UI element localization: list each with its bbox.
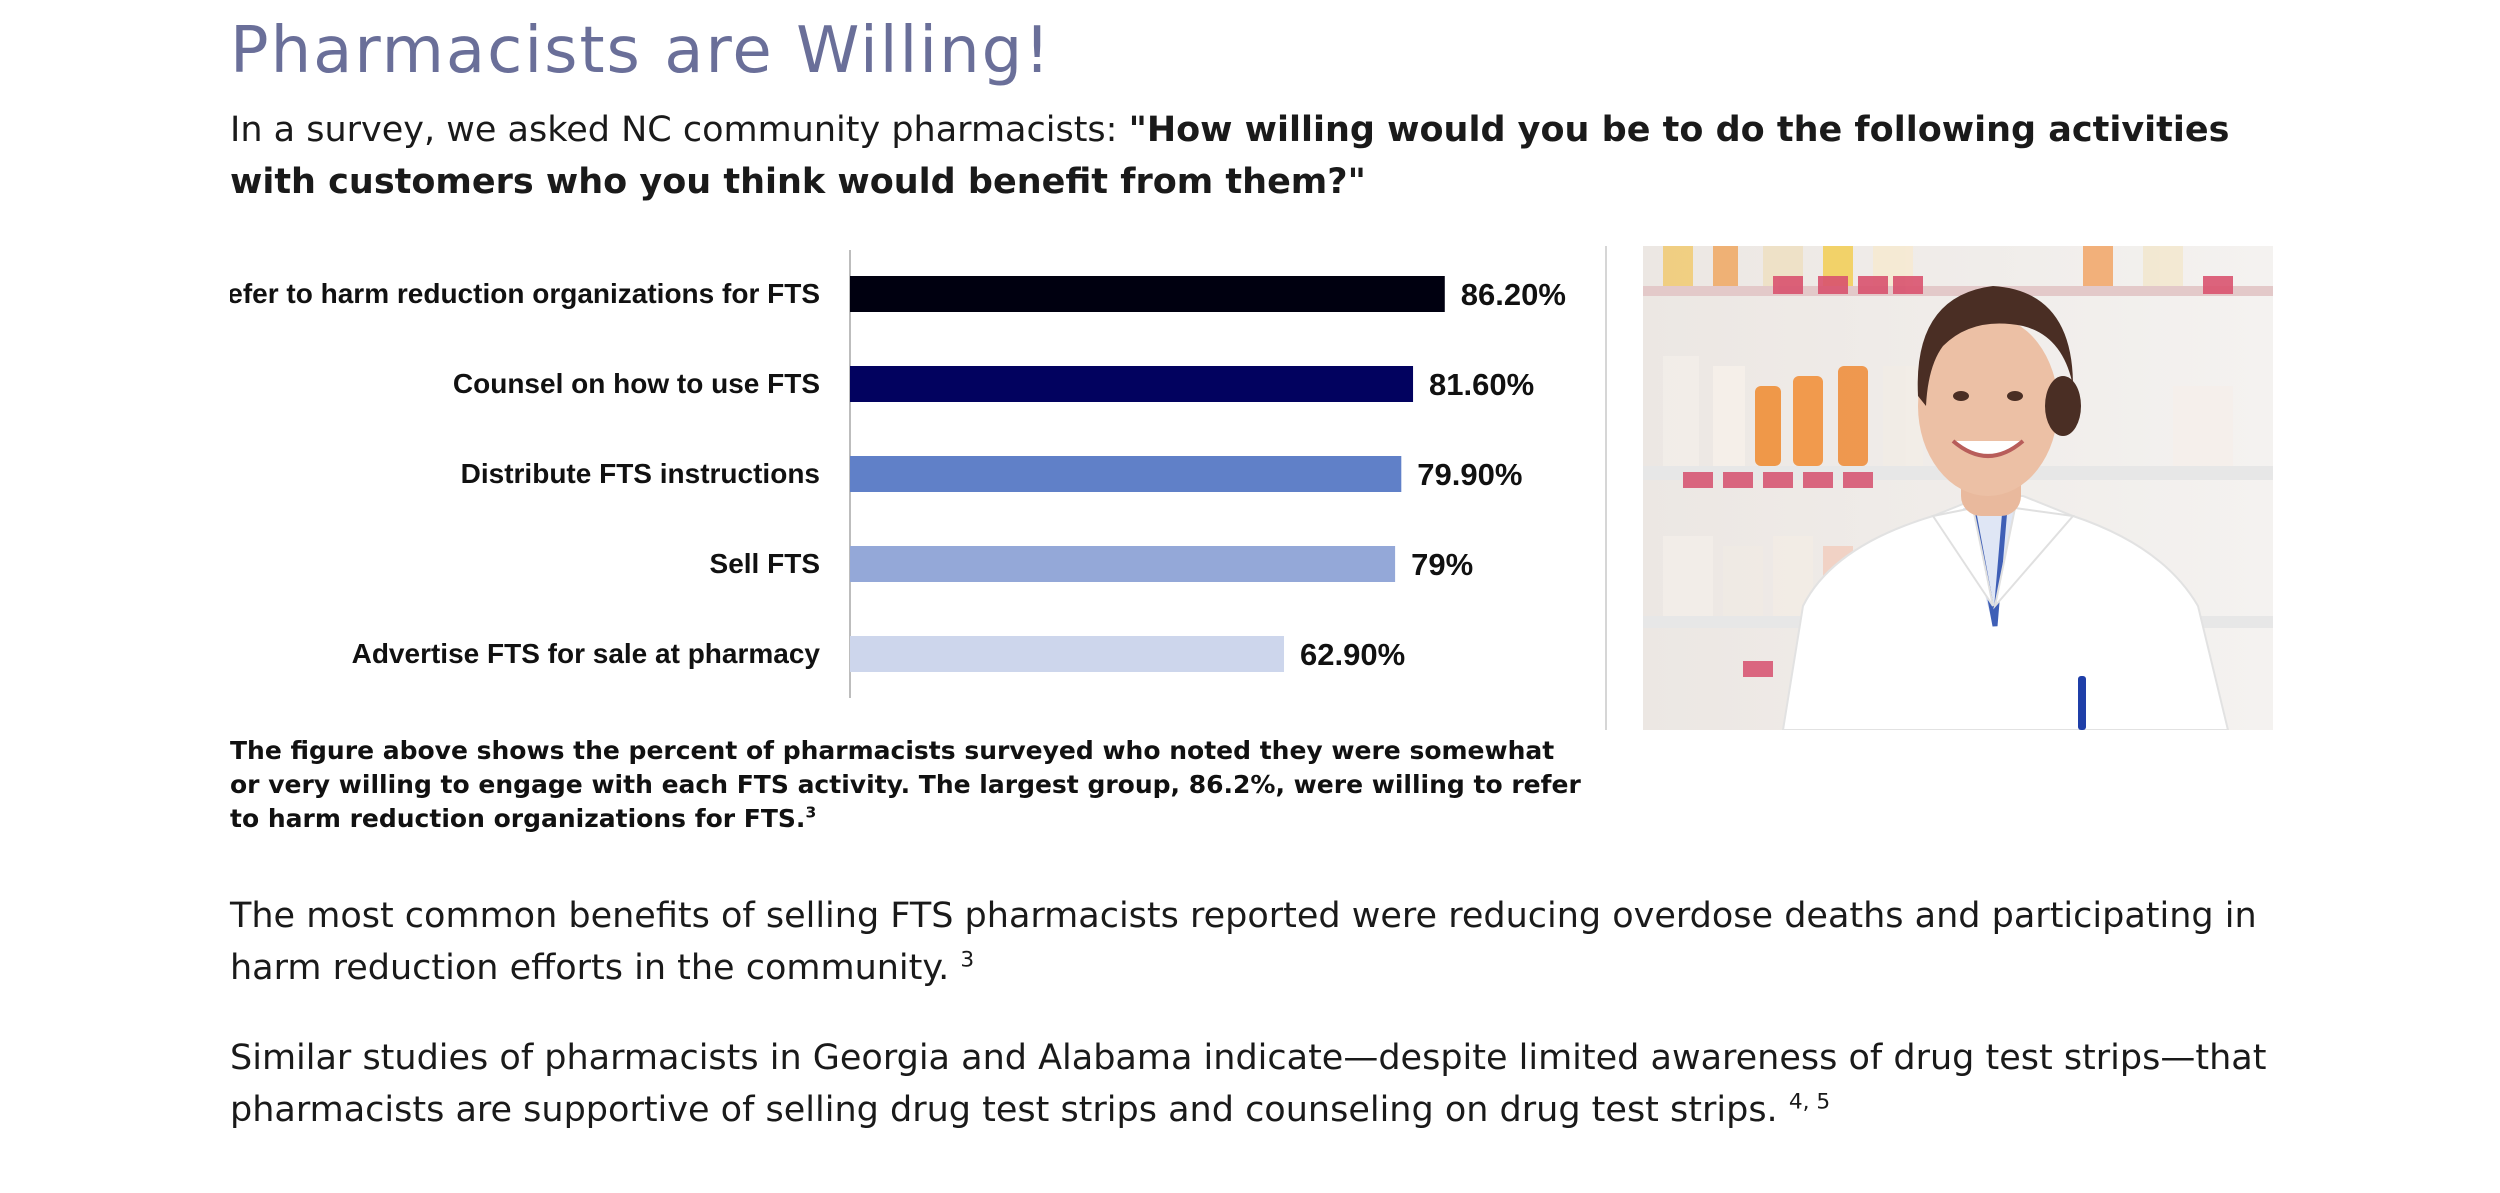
page-title: Pharmacists are Willing! bbox=[230, 14, 1052, 88]
category-label: Refer to harm reduction organizations fo… bbox=[230, 278, 820, 309]
bar bbox=[850, 546, 1396, 582]
similar-studies-paragraph: Similar studies of pharmacists in Georgi… bbox=[230, 1032, 2290, 1136]
bar bbox=[850, 276, 1445, 312]
chart-photo-divider bbox=[1605, 246, 1607, 730]
willingness-bar-chart: Refer to harm reduction organizations fo… bbox=[230, 250, 1566, 698]
benefits-paragraph: The most common benefits of selling FTS … bbox=[230, 890, 2290, 994]
category-label: Sell FTS bbox=[710, 548, 820, 579]
bar bbox=[850, 456, 1402, 492]
similar-studies-text: Similar studies of pharmacists in Georgi… bbox=[230, 1038, 2267, 1130]
pharmacist-photo bbox=[1643, 246, 2273, 730]
value-label: 62.90% bbox=[1300, 637, 1405, 672]
figure-caption: The figure above shows the percent of ph… bbox=[230, 734, 1590, 836]
intro-prefix: In a survey, we asked NC community pharm… bbox=[230, 110, 1129, 150]
value-label: 79.90% bbox=[1417, 457, 1522, 492]
category-label: Advertise FTS for sale at pharmacy bbox=[352, 638, 821, 669]
benefits-reference: 3 bbox=[960, 947, 975, 973]
value-label: 86.20% bbox=[1461, 277, 1566, 312]
intro-text: In a survey, we asked NC community pharm… bbox=[230, 104, 2280, 208]
bar bbox=[850, 636, 1285, 672]
survey-question: "How willing would you be to do the foll… bbox=[230, 110, 2230, 202]
value-label: 79% bbox=[1411, 547, 1473, 582]
bar bbox=[850, 366, 1414, 402]
category-label: Counsel on how to use FTS bbox=[453, 368, 820, 399]
caption-text: The figure above shows the percent of ph… bbox=[230, 736, 1581, 833]
similar-studies-reference: 4, 5 bbox=[1788, 1089, 1831, 1115]
category-label: Distribute FTS instructions bbox=[461, 458, 820, 489]
benefits-text: The most common benefits of selling FTS … bbox=[230, 896, 2257, 988]
caption-reference: 3 bbox=[805, 803, 817, 822]
value-label: 81.60% bbox=[1429, 367, 1534, 402]
